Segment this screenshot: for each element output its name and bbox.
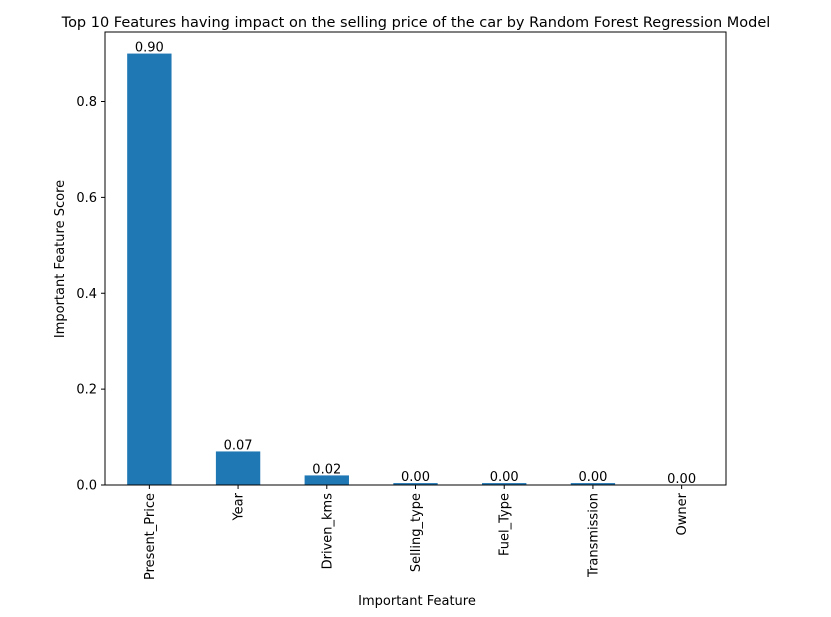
bar-fuel-type <box>482 483 527 485</box>
y-axis: 0.0 0.2 0.4 0.6 0.8 <box>76 95 105 494</box>
x-tick-label: Fuel_Type <box>498 493 513 556</box>
x-axis-label: Important Feature <box>358 594 476 609</box>
data-label: 0.07 <box>224 438 253 453</box>
y-tick-label: 0.6 <box>76 191 97 206</box>
y-tick-label: 0.8 <box>76 95 97 110</box>
plot-area: 0.90 0.07 0.02 0.00 0.00 0.00 0.00 <box>127 41 704 487</box>
x-tick-label: Present_Price <box>143 493 158 580</box>
bar-year <box>215 451 261 485</box>
bar-driven-kms <box>304 475 349 485</box>
x-tick-label: Selling_type <box>409 493 424 572</box>
data-label: 0.00 <box>401 470 430 485</box>
data-label: 0.00 <box>667 472 696 487</box>
x-tick-label: Driven_kms <box>320 493 335 570</box>
bar-present-price <box>127 53 172 485</box>
data-label: 0.02 <box>312 462 341 477</box>
data-label: 0.90 <box>135 41 164 56</box>
x-axis: Present_Price Year Driven_kms Selling_type F… <box>143 485 690 580</box>
bar-selling-type <box>393 483 438 485</box>
bar-transmission <box>570 483 616 485</box>
y-tick-label: 0.4 <box>76 287 97 302</box>
y-axis-label: Important Feature Score <box>53 180 68 338</box>
y-tick-label: 0.0 <box>76 479 97 494</box>
y-tick-label: 0.2 <box>76 383 97 398</box>
data-label: 0.00 <box>578 470 607 485</box>
x-tick-label: Year <box>232 492 247 521</box>
x-tick-label: Transmission <box>586 493 601 578</box>
data-label: 0.00 <box>490 470 519 485</box>
x-tick-label: Owner <box>675 492 690 535</box>
plot-frame <box>104 31 727 486</box>
chart-title: Top 10 Features having impact on the sel… <box>61 15 771 31</box>
